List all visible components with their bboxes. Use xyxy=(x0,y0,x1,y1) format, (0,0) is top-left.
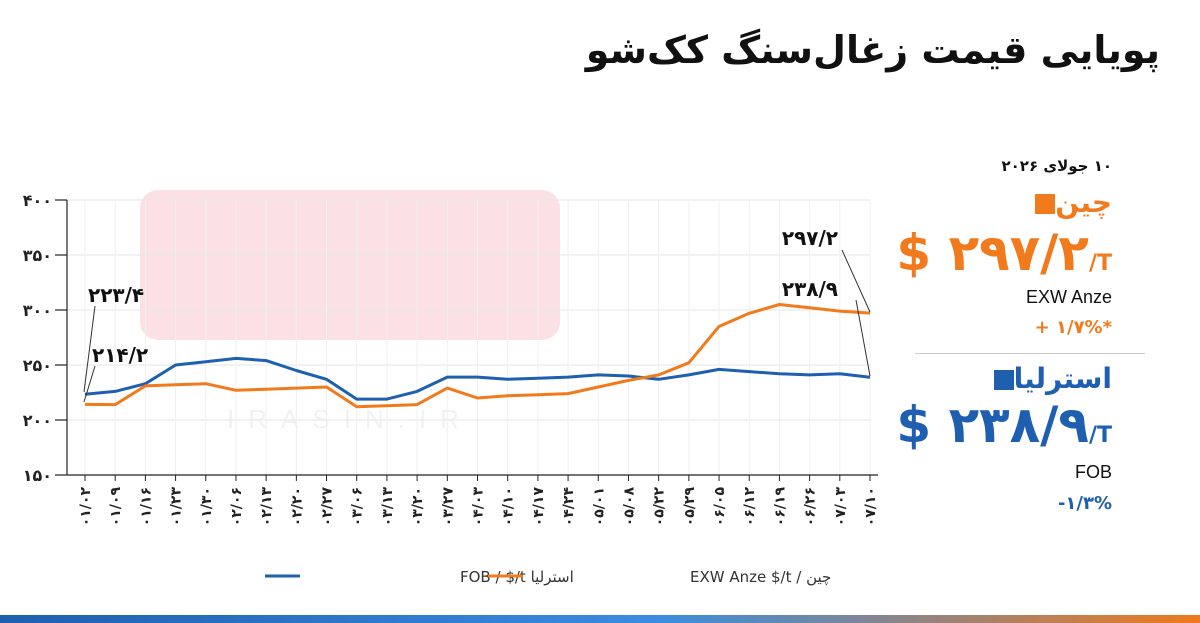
x-tick-label: ۰۳/۲۷ xyxy=(440,487,456,527)
australia-unit: /T xyxy=(1088,423,1112,448)
watermark-logo xyxy=(140,190,560,340)
annotation-label: ۲۹۷/۲ xyxy=(782,226,838,250)
x-tick-label: ۰۴/۲۴ xyxy=(561,487,577,527)
x-tick-label: ۰۱/۳۰ xyxy=(199,487,215,526)
x-tick-label: ۰۶/۲۶ xyxy=(803,487,819,526)
x-tick-label: ۰۴/۱۰ xyxy=(501,487,517,526)
x-tick-label: ۰۲/۱۳ xyxy=(259,487,275,527)
x-tick-label: ۰۵/۲۲ xyxy=(652,487,668,527)
series-line xyxy=(84,303,871,409)
x-tick-label: ۰۶/۰۵ xyxy=(712,487,728,527)
x-tick-label: ۰۵/۰۱ xyxy=(591,487,607,526)
australia-price: $ ۲۳۸/۹/T xyxy=(896,396,1112,454)
china-value: $ ۲۹۷/۲ xyxy=(896,224,1089,282)
x-tick-label: ۰۱/۰۲ xyxy=(78,487,94,527)
annotation-leader xyxy=(83,365,96,403)
series-lines xyxy=(84,303,871,409)
y-tick-label: ۲۰۰ xyxy=(23,411,52,430)
australia-name: استرلیا xyxy=(1013,362,1112,395)
x-tick-label: ۰۳/۰۶ xyxy=(350,487,366,526)
x-tick-label: ۰۱/۱۶ xyxy=(138,487,154,526)
x-tick-label: ۰۳/۱۳ xyxy=(380,487,396,527)
x-tick-label: ۰۳/۲۰ xyxy=(410,487,426,526)
series-line xyxy=(84,356,871,401)
x-tick-label: ۰۲/۲۷ xyxy=(320,487,336,527)
x-tick-label: ۰۵/۰۸ xyxy=(621,487,637,527)
legend: استرلیا FOB / $/tچین / EXW Anze $/t xyxy=(265,568,831,586)
china-label: چین xyxy=(1027,186,1112,219)
annotation-leader xyxy=(855,299,871,377)
x-tick-label: ۰۶/۱۲ xyxy=(742,487,758,527)
y-tick-label: ۳۵۰ xyxy=(23,246,52,265)
china-price: $ ۲۹۷/۲/T xyxy=(896,224,1112,282)
china-name: چین xyxy=(1055,186,1112,219)
x-tick-label: ۰۴/۰۳ xyxy=(471,487,487,527)
australia-value: $ ۲۳۸/۹ xyxy=(896,396,1089,454)
x-tick-label: ۰۴/۱۷ xyxy=(531,487,547,527)
australia-basis: FOB xyxy=(1074,462,1112,482)
legend-label: چین / EXW Anze $/t xyxy=(690,568,831,586)
y-tick-label: ۴۰۰ xyxy=(23,191,52,210)
x-tick-label: ۰۲/۲۰ xyxy=(289,487,305,526)
axes: ۱۵۰ ۲۰۰ ۲۵۰ ۳۰۰ ۳۵۰ ۴۰۰ ۰۱/۰۲ ۰۱/۰۹ ۰۱/۱۶ ۰۱/۲۳ ۰۱… xyxy=(23,191,879,526)
china-change: + ۱/۷%* xyxy=(1034,317,1112,338)
x-tick-label: ۰۲/۰۶ xyxy=(229,487,245,526)
y-tick-label: ۳۰۰ xyxy=(23,301,52,320)
x-tick-label: ۰۵/۲۹ xyxy=(682,487,698,527)
grid xyxy=(65,199,871,476)
price-chart: IRASIN.IR ۱۵۰ ۲۰۰ ۲۵۰ ۳۰۰ ۳۵۰ ۴۰۰ ۰۱/۰۲ ۰۱/۰۹ ۰۱… xyxy=(23,190,879,586)
x-tick-label: ۰۱/۲۳ xyxy=(169,487,185,527)
annotations: ۲۲۳/۴ ۲۱۴/۲ ۲۹۷/۲ ۲۳۸/۹ xyxy=(83,226,871,403)
x-tick-label: ۰۱/۰۹ xyxy=(108,487,124,527)
annotation-label: ۲۱۴/۲ xyxy=(92,343,148,367)
annotation-leader xyxy=(841,249,871,313)
divider xyxy=(915,353,1145,354)
x-tick-label: ۰۶/۱۹ xyxy=(772,487,788,527)
china-unit: /T xyxy=(1088,251,1112,276)
china-basis: EXW Anze xyxy=(1025,287,1112,307)
x-tick-label: ۰۷/۰۳ xyxy=(833,487,849,527)
x-tick-label: ۰۷/۱۰ xyxy=(863,487,879,526)
australia-square-icon xyxy=(993,370,1014,390)
annotation-label: ۲۲۳/۴ xyxy=(88,283,144,307)
watermark-text: IRASIN.IR xyxy=(227,404,473,434)
annotation-leader xyxy=(83,305,96,393)
page-title: پویایی قیمت زغال‌سنگ کک‌شو xyxy=(585,28,1161,72)
y-tick-label: ۱۵۰ xyxy=(23,466,52,485)
australia-change: -۱/۳% xyxy=(1057,493,1112,514)
annotation-label: ۲۳۸/۹ xyxy=(782,277,838,301)
bottom-accent-bar xyxy=(0,615,1200,623)
date-label: ۱۰ جولای ۲۰۲۶ xyxy=(1001,157,1112,175)
australia-label: استرلیا xyxy=(986,362,1112,395)
china-square-icon xyxy=(1035,194,1056,214)
y-tick-label: ۲۵۰ xyxy=(23,356,52,375)
